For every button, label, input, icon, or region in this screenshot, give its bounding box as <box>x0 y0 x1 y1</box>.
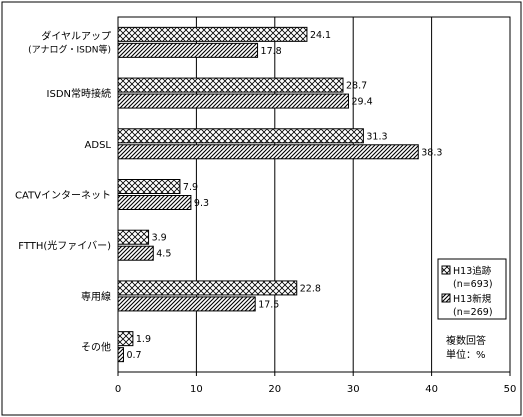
bar <box>117 331 134 347</box>
category-label: FTTH(光ファイバー) <box>18 239 111 252</box>
bar <box>117 195 192 210</box>
bar <box>117 229 150 245</box>
x-tick-label: 50 <box>504 384 517 395</box>
category-label: その他 <box>81 341 111 354</box>
bar-value-label: 38.3 <box>421 147 442 158</box>
bar <box>117 296 256 312</box>
bar <box>117 77 344 93</box>
bar <box>117 144 419 160</box>
legend-series-name: H13新規 <box>453 293 492 305</box>
legend-series-name: H13追跡 <box>453 265 492 277</box>
bar-value-label: 0.7 <box>126 350 141 361</box>
bar-value-label: 29.4 <box>351 97 372 108</box>
bar-value-label: 24.1 <box>310 30 331 41</box>
bar <box>117 179 181 194</box>
note-line: 複数回答 <box>446 334 486 347</box>
bar <box>117 128 364 144</box>
note-line: 単位：% <box>446 348 486 361</box>
category-label: 専用線 <box>81 290 111 303</box>
bar <box>117 347 124 363</box>
legend-series-n: (n=693) <box>453 279 493 290</box>
bar <box>117 280 298 296</box>
bar-value-label: 1.9 <box>136 334 151 345</box>
legend-swatch <box>441 293 451 303</box>
x-tick-label: 30 <box>347 384 360 395</box>
bar-value-label: 17.5 <box>258 299 279 310</box>
x-tick-label: 10 <box>190 384 203 395</box>
bar-value-label: 7.9 <box>183 182 198 193</box>
x-tick-label: 0 <box>115 384 121 395</box>
category-label: CATVインターネット <box>15 190 111 202</box>
bar-value-label: 28.7 <box>346 81 367 92</box>
bar <box>117 42 259 58</box>
x-tick-label: 20 <box>268 384 281 395</box>
bar <box>117 245 154 261</box>
bar <box>117 93 349 109</box>
bar-value-label: 17.8 <box>261 46 282 57</box>
x-tick-label: 40 <box>425 384 438 395</box>
bar-value-label: 31.3 <box>366 131 387 142</box>
legend: H13追跡 (n=693) H13新規 (n=269) <box>437 258 507 320</box>
bar <box>117 26 308 42</box>
category-label: ADSL <box>85 140 112 151</box>
bar-value-label: 9.3 <box>194 198 209 209</box>
bar-value-label: 22.8 <box>300 283 321 294</box>
legend-series-n: (n=269) <box>453 307 493 318</box>
category-label: ダイヤルアップ(アナログ・ISDN等) <box>28 29 111 55</box>
legend-swatch <box>441 265 451 275</box>
bar-value-label: 3.9 <box>152 233 167 244</box>
category-label: ISDN常時接続 <box>47 87 111 100</box>
bar-value-label: 4.5 <box>156 249 171 260</box>
